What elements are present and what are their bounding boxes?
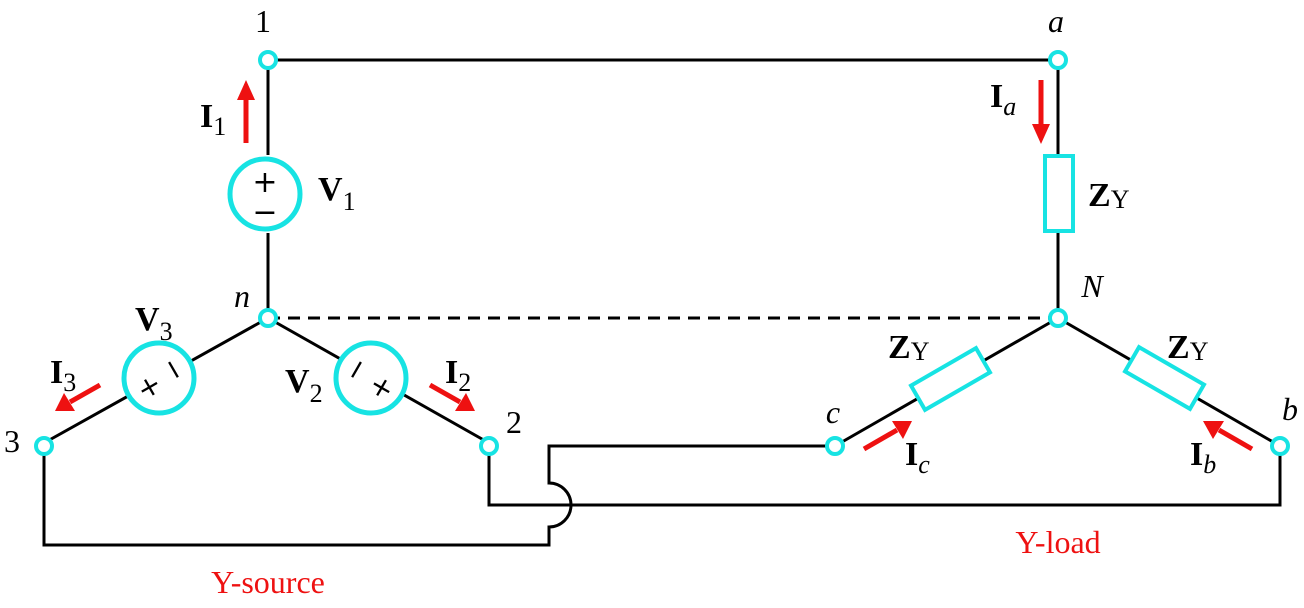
arrow-i2 <box>428 382 475 411</box>
caption-y-load: Y-load <box>1015 524 1100 560</box>
terminal-c <box>825 436 845 456</box>
impedance-za: ZY <box>1043 154 1130 233</box>
arrow-i1 <box>237 80 255 143</box>
source-v3: + − V3 <box>121 301 197 416</box>
terminal-1 <box>258 50 278 70</box>
node-label-a: a <box>1048 3 1064 39</box>
v1-label: V1 <box>318 171 356 216</box>
i1-label: I1 <box>200 98 226 141</box>
source-v1: + − V1 <box>227 156 356 232</box>
source-v2: − + V2 <box>285 340 409 416</box>
za-label: ZY <box>1088 177 1130 214</box>
terminal-b <box>1270 436 1290 456</box>
i2-label: I2 <box>445 354 471 397</box>
i3-label: I3 <box>50 354 76 397</box>
node-label-c: c <box>826 394 840 430</box>
ib-label: Ib <box>1190 436 1216 479</box>
wire-3-to-b <box>42 444 835 547</box>
impedance-za-box <box>1043 154 1075 233</box>
caption-y-source: Y-source <box>211 564 325 600</box>
current-arrows <box>55 80 1254 452</box>
v1-minus-sign: − <box>252 195 277 230</box>
terminal-N <box>1048 308 1068 328</box>
zb-label: ZY <box>1167 329 1209 366</box>
wire-2-to-b <box>487 446 1282 507</box>
terminal-n <box>258 308 278 328</box>
source-v1-circle <box>227 156 303 232</box>
node-label-N: N <box>1080 268 1104 304</box>
terminals <box>34 50 1290 456</box>
wires <box>42 58 1282 547</box>
terminal-2 <box>479 436 499 456</box>
terminal-a <box>1048 50 1068 70</box>
arrow-i3 <box>55 382 102 411</box>
source-v3-circle <box>121 340 197 416</box>
arrow-ia <box>1032 80 1050 144</box>
ic-label: Ic <box>905 436 930 479</box>
v3-label: V3 <box>135 301 173 346</box>
node-label-n: n <box>234 278 250 314</box>
zc-label: ZY <box>888 329 930 366</box>
impedance-zb-box <box>1122 344 1207 412</box>
source-v2-circle <box>333 340 409 416</box>
impedance-zc: ZY <box>888 329 993 413</box>
impedance-zb: ZY <box>1122 329 1209 412</box>
impedance-zc-box <box>908 345 993 413</box>
ia-label: Ia <box>990 78 1016 121</box>
arrow-ib <box>1203 421 1254 452</box>
node-label-2: 2 <box>506 404 522 440</box>
v1-plus-sign: + <box>252 165 277 200</box>
arrow-ic <box>862 421 912 452</box>
v2-label: V2 <box>285 363 323 408</box>
node-label-1: 1 <box>255 3 271 39</box>
node-label-b: b <box>1282 391 1298 427</box>
node-label-3: 3 <box>4 423 20 459</box>
terminal-3 <box>34 436 54 456</box>
